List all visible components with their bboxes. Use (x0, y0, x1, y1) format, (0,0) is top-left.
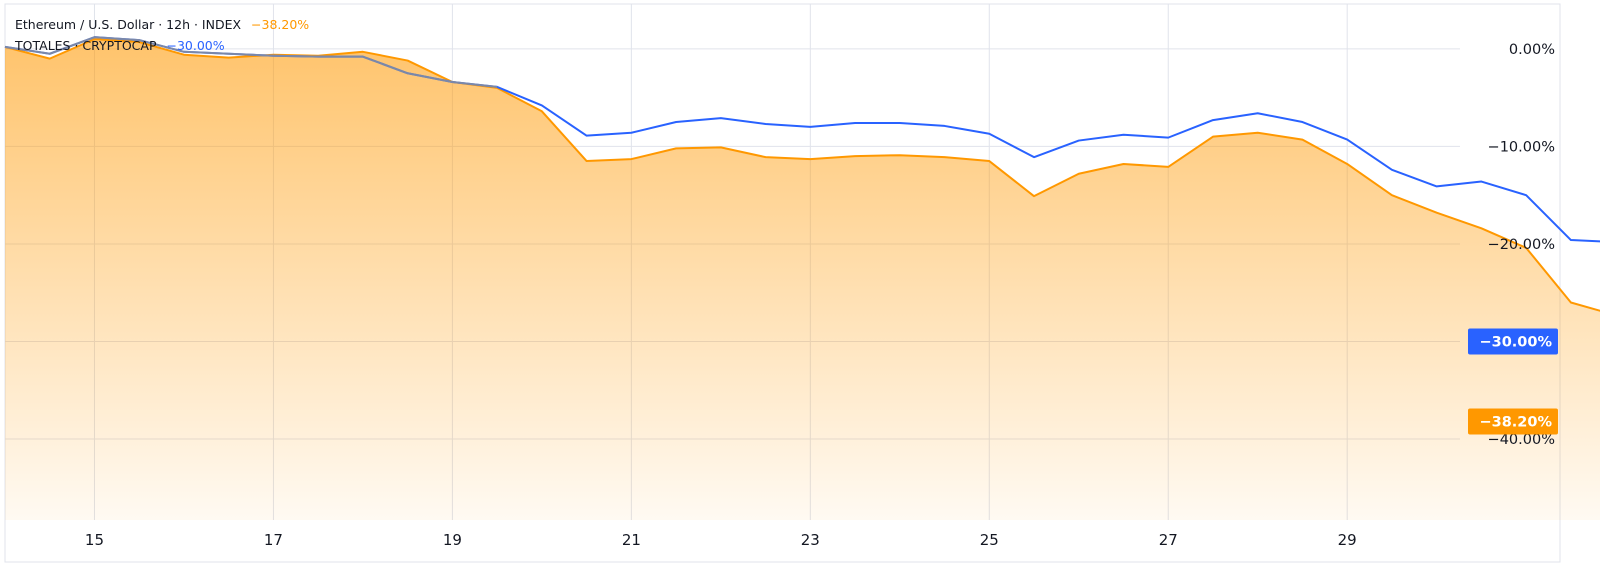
last-value-tag-text: −38.20% (1479, 414, 1552, 430)
x-tick-label: 23 (801, 531, 820, 549)
x-tick-label: 21 (622, 531, 641, 549)
series-areas (5, 39, 1600, 520)
x-tick-label: 15 (85, 531, 104, 549)
x-tick-label: 17 (264, 531, 283, 549)
eth-area-fill (5, 39, 1600, 520)
overlap-series-line (4, 36, 498, 88)
y-tick-label: −20.00% (1488, 237, 1555, 253)
x-tick-label: 29 (1338, 531, 1357, 549)
last-value-tags: −30.00% −38.20% (1468, 328, 1558, 435)
x-tick-label: 25 (980, 531, 999, 549)
last-value-tag-text: −30.00% (1479, 334, 1552, 350)
series-lines (4, 36, 1600, 312)
y-tick-label: −40.00% (1488, 432, 1555, 448)
last-value-tag-bg (1468, 408, 1558, 435)
last-value-tag-bg (1468, 328, 1558, 355)
time-axis[interactable]: 1517192123252729Feb3579111315 (85, 531, 1600, 549)
legend-main-series[interactable]: Ethereum / U.S. Dollar · 12h · INDEX −38… (15, 14, 309, 35)
legend-main-change: −38.20% (251, 17, 310, 32)
chart-legend: Ethereum / U.S. Dollar · 12h · INDEX −38… (15, 14, 309, 56)
y-tick-label: −10.00% (1488, 139, 1555, 155)
y-tick-label: 0.00% (1509, 42, 1555, 58)
legend-compare-change: −30.00% (166, 38, 225, 53)
legend-main-label: Ethereum / U.S. Dollar · 12h · INDEX (15, 17, 242, 32)
legend-compare-series[interactable]: TOTALES · CRYPTOCAP −30.00% (15, 35, 309, 56)
x-tick-label: 19 (443, 531, 462, 549)
legend-compare-label: TOTALES · CRYPTOCAP (15, 38, 157, 53)
x-tick-label: 27 (1159, 531, 1178, 549)
